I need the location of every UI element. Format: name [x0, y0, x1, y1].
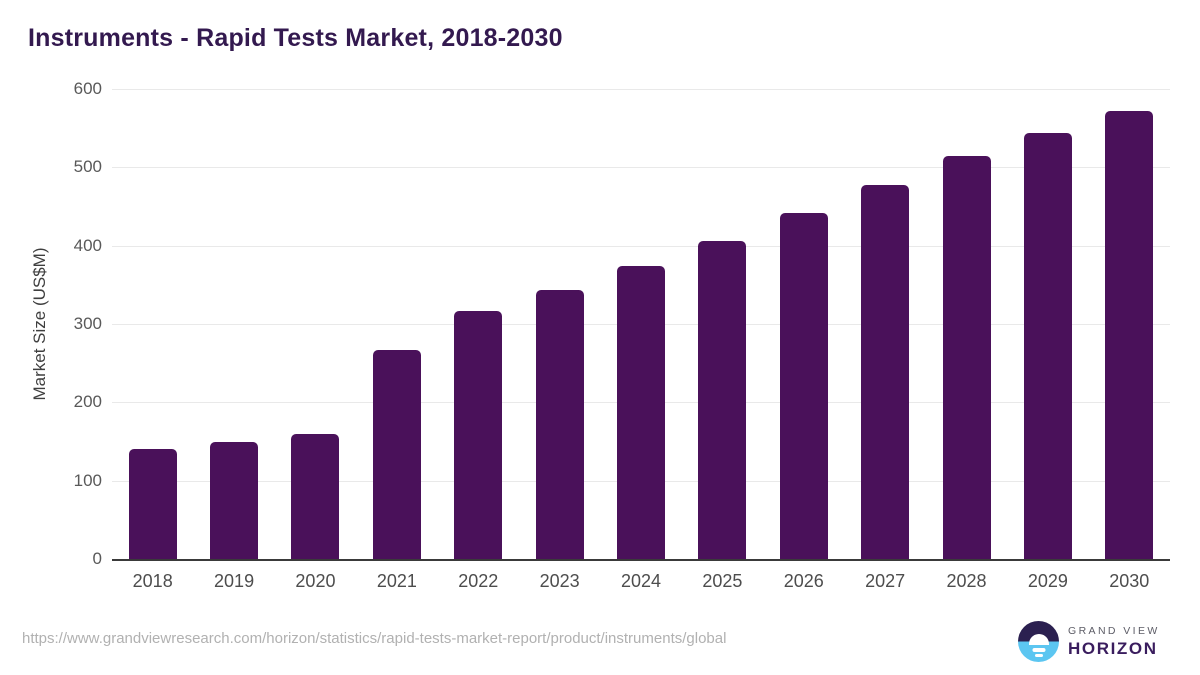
logo-brand-text: GRAND VIEW: [1068, 624, 1160, 637]
x-tick-label-2028: 2028: [946, 571, 987, 591]
bar-2018[interactable]: [128, 449, 177, 559]
y-tick-label-100: 100: [73, 470, 102, 490]
bar-2027[interactable]: [861, 184, 910, 559]
x-tick-label-2020: 2020: [295, 571, 336, 591]
bar-2021[interactable]: [372, 349, 421, 559]
chart-title: Instruments - Rapid Tests Market, 2018-2…: [28, 24, 563, 52]
x-tick-label-2023: 2023: [539, 571, 580, 591]
y-tick-label-200: 200: [73, 392, 102, 412]
gridline-500: [112, 167, 1170, 169]
x-tick-label-2026: 2026: [783, 571, 824, 591]
logo-text: GRAND VIEW HORIZON: [1068, 625, 1160, 659]
bar-2030[interactable]: [1105, 110, 1154, 559]
sun-ray-1: [1032, 648, 1045, 652]
bar-2022[interactable]: [454, 310, 503, 559]
bar-2026[interactable]: [779, 212, 828, 559]
y-tick-label-400: 400: [73, 235, 102, 255]
y-tick-label-300: 300: [73, 314, 102, 333]
source-url: https://www.grandviewresearch.com/horizo…: [22, 630, 727, 647]
bar-2029[interactable]: [1023, 132, 1072, 559]
sun-shape: [1028, 634, 1049, 645]
bar-2023[interactable]: [535, 290, 584, 559]
y-tick-label-500: 500: [73, 157, 102, 177]
x-tick-label-2027: 2027: [865, 571, 906, 591]
y-tick-label-0: 0: [92, 549, 102, 568]
x-tick-label-2029: 2029: [1027, 571, 1068, 591]
gridline-400: [112, 245, 1170, 247]
x-tick-label-2025: 2025: [702, 571, 743, 591]
gridline-600: [112, 89, 1170, 90]
x-tick-label-2024: 2024: [620, 571, 662, 591]
bar-2024[interactable]: [617, 266, 665, 559]
x-tick-label-2022: 2022: [458, 571, 499, 591]
plot-area: [112, 89, 1170, 561]
bar-2025[interactable]: [698, 240, 747, 559]
bar-2020[interactable]: [291, 433, 340, 559]
bar-2028[interactable]: [942, 156, 991, 559]
x-tick-label-2021: 2021: [376, 571, 417, 591]
x-tick-label-2030: 2030: [1109, 571, 1150, 591]
x-tick-label-2019: 2019: [214, 571, 255, 591]
grand-view-horizon-logo: GRAND VIEW HORIZON: [1018, 621, 1160, 662]
horizon-sunrise-icon: [1018, 621, 1059, 662]
x-tick-label-2018: 2018: [132, 571, 173, 591]
logo-product-text: HORIZON: [1068, 638, 1158, 658]
bar-2019[interactable]: [210, 442, 259, 559]
sun-ray-2: [1034, 653, 1043, 657]
y-tick-label-600: 600: [73, 79, 102, 98]
